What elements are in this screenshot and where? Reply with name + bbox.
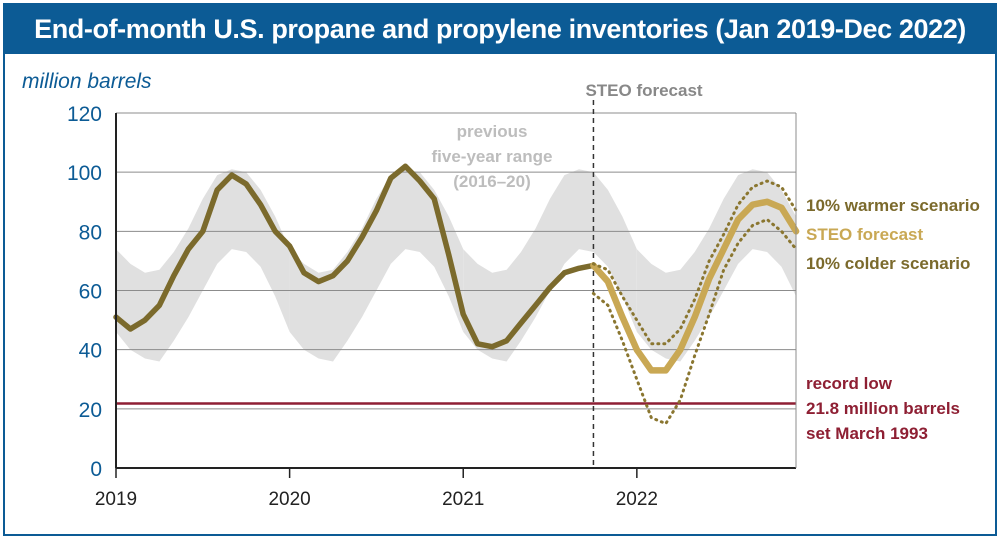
axis-layer: 0 20 40 60 80 100 120 2019 2020 2021 2022: [67, 103, 797, 510]
annotation-layer: STEO forecast previous five-year range (201…: [432, 81, 980, 443]
y-axis-label: million barrels: [22, 70, 152, 93]
record-low-label-line-1: record low: [806, 374, 893, 393]
series-layer: [113, 163, 800, 426]
y-tick-label-40: 40: [79, 340, 102, 363]
chart-title: End-of-month U.S. propane and propylene …: [4, 4, 996, 54]
x-tick-label-2020: 2020: [268, 489, 310, 510]
y-tick-label-80: 80: [79, 221, 102, 244]
series-colder-line: [591, 218, 798, 426]
range-band-year-2021: [463, 169, 637, 362]
series-forecast-line: [590, 198, 800, 374]
range-band-year-2019: [116, 169, 290, 362]
x-tick-label-2022: 2022: [616, 489, 658, 510]
forecast-divider-label: STEO forecast: [585, 81, 702, 100]
range-band-label-line-1: previous: [457, 122, 528, 141]
y-tick-label-100: 100: [67, 162, 102, 185]
legend-label-forecast: STEO forecast: [806, 225, 923, 244]
series-historical-line: [113, 163, 597, 350]
y-tick-label-120: 120: [67, 103, 102, 126]
legend-label-warmer: 10% warmer scenario: [806, 196, 980, 215]
record-low-label-line-3: set March 1993: [806, 424, 928, 443]
record-low-label-line-2: 21.8 million barrels: [806, 399, 960, 418]
range-band-layer: [116, 169, 797, 362]
y-tick-label-60: 60: [79, 281, 102, 304]
range-band-label-line-2: five-year range: [432, 147, 553, 166]
legend-label-colder: 10% colder scenario: [806, 254, 970, 273]
x-tick-label-2021: 2021: [442, 489, 484, 510]
chart-border: [3, 3, 997, 536]
x-tick-label-2019: 2019: [95, 489, 137, 510]
y-tick-label-20: 20: [79, 399, 102, 422]
y-tick-label-0: 0: [90, 458, 102, 481]
range-band-label-line-3: (2016–20): [453, 172, 531, 191]
series-warmer-line: [591, 179, 798, 346]
range-band-year-2020: [289, 169, 464, 362]
